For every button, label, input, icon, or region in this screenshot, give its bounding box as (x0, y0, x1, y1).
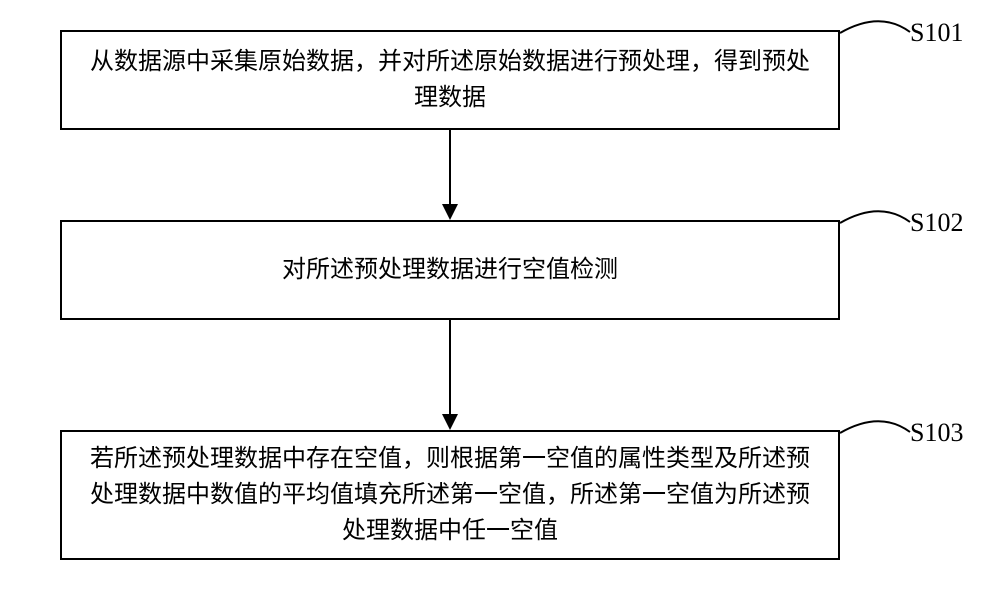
step-text: 对所述预处理数据进行空值检测 (282, 252, 618, 288)
flowchart-container: 从数据源中采集原始数据，并对所述原始数据进行预处理，得到预处理数据 S101 对… (0, 0, 1000, 607)
step-text: 若所述预处理数据中存在空值，则根据第一空值的属性类型及所述预处理数据中数值的平均… (82, 441, 818, 549)
step-text: 从数据源中采集原始数据，并对所述原始数据进行预处理，得到预处理数据 (82, 44, 818, 116)
flowchart-step-s103: 若所述预处理数据中存在空值，则根据第一空值的属性类型及所述预处理数据中数值的平均… (60, 430, 840, 560)
step-label-s101: S101 (910, 18, 963, 48)
step-label-s102: S102 (910, 208, 963, 238)
step-label-s103: S103 (910, 418, 963, 448)
flowchart-step-s101: 从数据源中采集原始数据，并对所述原始数据进行预处理，得到预处理数据 (60, 30, 840, 130)
flowchart-step-s102: 对所述预处理数据进行空值检测 (60, 220, 840, 320)
